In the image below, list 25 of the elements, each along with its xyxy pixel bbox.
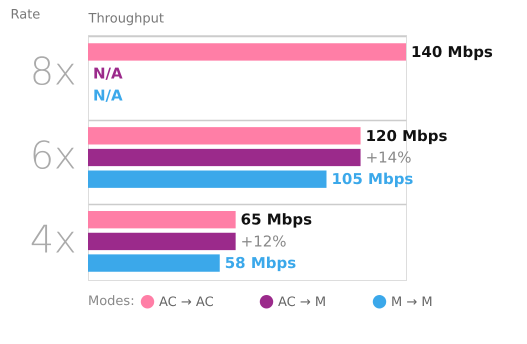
y-axis-title: Rate <box>10 8 40 22</box>
y-tick-label: 4x <box>30 217 76 262</box>
legend-title: Modes: <box>88 294 135 309</box>
bar <box>88 127 361 144</box>
bar <box>88 254 220 272</box>
data-label: 58 Mbps <box>224 254 296 272</box>
x-axis-title: Throughput <box>88 12 164 26</box>
data-label: 105 Mbps <box>332 170 414 188</box>
y-tick-label: 6x <box>30 134 76 178</box>
bar <box>88 170 326 188</box>
legend-label: AC → M <box>278 294 326 310</box>
annotation: +12% <box>240 232 287 250</box>
bar <box>88 232 236 250</box>
bar <box>88 148 361 166</box>
legend-label: M → M <box>391 294 433 310</box>
legend-label: AC → AC <box>159 294 214 310</box>
data-label: 140 Mbps <box>411 42 493 61</box>
text: N/A <box>93 64 123 83</box>
bar <box>88 211 236 228</box>
data-label: 65 Mbps <box>240 210 312 229</box>
data-label: 120 Mbps <box>366 126 448 145</box>
annotation: +14% <box>366 148 412 166</box>
y-tick-label: 8x <box>30 50 76 94</box>
text: N/A <box>93 86 123 104</box>
bar <box>88 43 406 61</box>
